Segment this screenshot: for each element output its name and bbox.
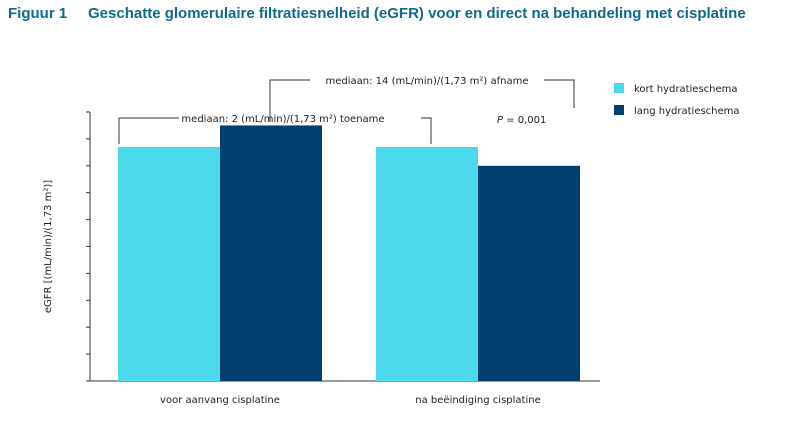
- bars: [118, 125, 580, 381]
- bar: [376, 146, 478, 381]
- p-value-symbol: P: [497, 115, 504, 126]
- annotations: mediaan: 2 (mL/min)/(1,73 m²) toename med…: [118, 76, 575, 144]
- category-labels: voor aanvang cisplatine na beëindiging ci…: [160, 395, 541, 406]
- bracket-left: [118, 117, 179, 144]
- bar: [478, 165, 580, 381]
- p-value-number: = 0,001: [503, 115, 546, 126]
- annotation-between-groups: mediaan: 14 (mL/min)/(1,73 m²) afname: [326, 76, 529, 87]
- y-axis-label: eGFR [(mL/min)/(1,73 m²)]: [43, 180, 54, 313]
- legend: kort hydratieschema lang hydratieschema: [614, 83, 740, 117]
- x-tick-label: voor aanvang cisplatine: [160, 395, 280, 406]
- legend-swatch: [614, 83, 624, 93]
- annotation-within-group: mediaan: 2 (mL/min)/(1,73 m²) toename: [181, 114, 384, 125]
- figure-title: Figuur 1 Geschatte glomerulaire filtratie…: [8, 5, 746, 22]
- bar: [118, 146, 220, 381]
- p-value: P = 0,001: [497, 115, 546, 126]
- figure-title-text: Geschatte glomerulaire filtratiesnelheid…: [88, 5, 746, 22]
- legend-label: kort hydratieschema: [634, 84, 738, 95]
- legend-swatch: [614, 105, 624, 115]
- bracket-top-left: [269, 79, 310, 122]
- bar: [220, 125, 322, 381]
- x-tick-label: na beëindiging cisplatine: [415, 395, 540, 406]
- figure-label: Figuur 1: [8, 5, 68, 22]
- legend-label: lang hydratieschema: [634, 106, 740, 117]
- bracket-right: [421, 117, 432, 144]
- bracket-top-right: [544, 79, 575, 108]
